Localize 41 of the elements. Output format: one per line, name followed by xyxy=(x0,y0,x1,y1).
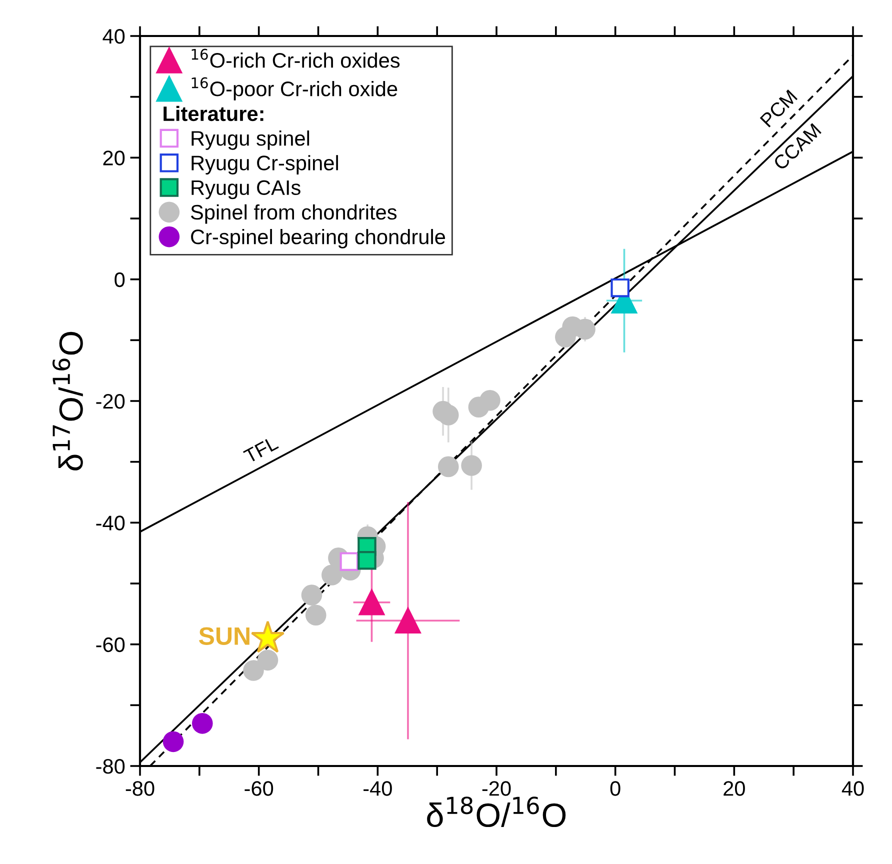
x-tick-label: -60 xyxy=(244,781,274,796)
point xyxy=(257,650,278,671)
point xyxy=(610,278,630,298)
point xyxy=(438,456,459,478)
y-tick-label: -80 xyxy=(96,759,125,774)
y-axis-title: δ$^{17}$O/$^{16}$O xyxy=(52,332,83,470)
x-tick-label: 20 xyxy=(724,781,745,796)
point xyxy=(162,731,184,752)
point xyxy=(461,455,482,476)
series-label: SUN xyxy=(199,627,250,645)
point xyxy=(358,590,385,616)
x-tick-label: -20 xyxy=(482,781,511,796)
x-tick-label: -40 xyxy=(364,781,392,796)
x-tick-label: -80 xyxy=(126,781,154,796)
legend-label: $^{16}$O-rich Cr-rich oxides xyxy=(192,48,400,68)
point xyxy=(480,390,500,411)
y-tick-label: -60 xyxy=(96,637,125,652)
legend-label: Ryugu CAIs xyxy=(192,180,300,200)
point xyxy=(395,608,421,634)
x-tick-label: 40 xyxy=(842,781,864,796)
point xyxy=(340,552,359,571)
legend-label: Ryugu Cr-spinel xyxy=(192,155,338,175)
point xyxy=(358,551,376,570)
legend-label: $^{16}$O-poor Cr-rich oxide xyxy=(192,77,398,100)
x-tick-label: 0 xyxy=(610,781,620,796)
legend-label: Cr-spinel bearing chondrule xyxy=(191,228,446,248)
x-axis-title: δ$^{18}$O/$^{16}$O xyxy=(427,796,566,828)
point xyxy=(301,584,322,606)
point xyxy=(322,564,342,586)
y-tick-label: 20 xyxy=(103,150,125,166)
point xyxy=(305,604,326,626)
y-tick-label: -40 xyxy=(96,516,125,530)
point xyxy=(243,660,264,681)
annotation: Literature: xyxy=(164,106,264,122)
text: TFL xyxy=(243,436,279,464)
y-tick-label: -20 xyxy=(96,394,125,409)
y-tick-label: 0 xyxy=(114,272,125,288)
point xyxy=(192,713,213,734)
legend-label: Spinel from chondrites xyxy=(190,204,397,224)
y-tick-label: 40 xyxy=(102,29,125,44)
legend-label: Ryugu spinel xyxy=(192,130,310,150)
